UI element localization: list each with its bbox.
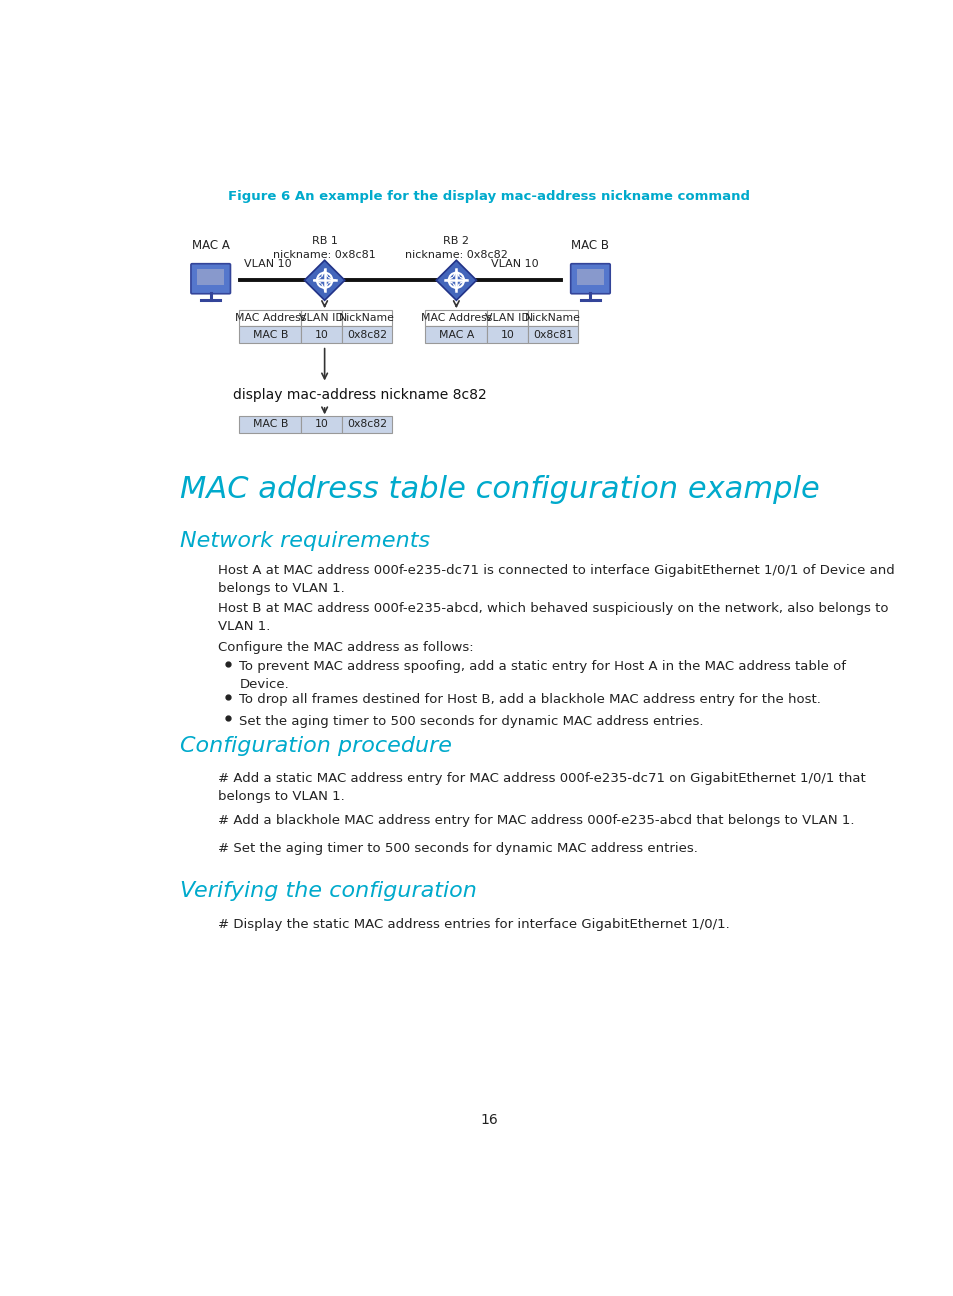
Text: MAC address table configuration example: MAC address table configuration example — [179, 476, 819, 504]
Text: Set the aging timer to 500 seconds for dynamic MAC address entries.: Set the aging timer to 500 seconds for d… — [239, 714, 703, 727]
Bar — [341, 416, 392, 433]
Text: MAC A: MAC A — [438, 330, 474, 340]
Text: 10: 10 — [500, 330, 514, 340]
Bar — [425, 310, 487, 327]
FancyBboxPatch shape — [570, 263, 610, 294]
Text: 0x8c81: 0x8c81 — [533, 330, 572, 340]
Text: # Display the static MAC address entries for interface GigabitEthernet 1/0/1.: # Display the static MAC address entries… — [218, 918, 729, 931]
Text: Configuration procedure: Configuration procedure — [179, 736, 451, 756]
Text: 0x8c82: 0x8c82 — [347, 330, 387, 340]
Text: 10: 10 — [314, 419, 328, 429]
Text: To drop all frames destined for Host B, add a blackhole MAC address entry for th: To drop all frames destined for Host B, … — [239, 693, 821, 706]
Text: VLAN 10: VLAN 10 — [244, 259, 292, 270]
Bar — [487, 327, 527, 343]
Text: MAC B: MAC B — [253, 330, 288, 340]
Text: NickName: NickName — [338, 314, 395, 323]
Text: RB 1
nickname: 0x8c81: RB 1 nickname: 0x8c81 — [273, 236, 375, 259]
Bar — [425, 327, 487, 343]
Bar — [577, 270, 603, 285]
Bar — [239, 416, 301, 433]
Bar — [239, 327, 301, 343]
Text: # Add a static MAC address entry for MAC address 000f-e235-dc71 on GigabitEthern: # Add a static MAC address entry for MAC… — [218, 771, 865, 802]
Bar — [487, 310, 527, 327]
Text: MAC Address: MAC Address — [234, 314, 306, 323]
Text: VLAN ID: VLAN ID — [299, 314, 343, 323]
Text: 16: 16 — [479, 1113, 497, 1128]
Text: Figure 6 An example for the display mac-address nickname command: Figure 6 An example for the display mac-… — [228, 191, 749, 203]
Text: Configure the MAC address as follows:: Configure the MAC address as follows: — [218, 640, 474, 653]
Text: MAC A: MAC A — [192, 238, 230, 251]
FancyBboxPatch shape — [191, 263, 231, 294]
Text: # Add a blackhole MAC address entry for MAC address 000f-e235-abcd that belongs : # Add a blackhole MAC address entry for … — [218, 814, 854, 827]
Bar — [527, 327, 578, 343]
Bar — [197, 270, 224, 285]
Bar — [301, 310, 341, 327]
Text: Host B at MAC address 000f-e235-abcd, which behaved suspiciously on the network,: Host B at MAC address 000f-e235-abcd, wh… — [218, 603, 888, 634]
Bar — [301, 327, 341, 343]
Bar — [341, 310, 392, 327]
Text: RB 2
nickname: 0x8c82: RB 2 nickname: 0x8c82 — [404, 236, 507, 259]
Bar — [341, 327, 392, 343]
Text: display mac-address nickname 8c82: display mac-address nickname 8c82 — [233, 388, 486, 402]
Text: VLAN 10: VLAN 10 — [490, 259, 537, 270]
Polygon shape — [304, 260, 344, 301]
Text: NickName: NickName — [524, 314, 580, 323]
Text: To prevent MAC address spoofing, add a static entry for Host A in the MAC addres: To prevent MAC address spoofing, add a s… — [239, 660, 845, 691]
Text: Network requirements: Network requirements — [179, 531, 430, 551]
Text: MAC B: MAC B — [571, 238, 609, 251]
Polygon shape — [436, 260, 476, 301]
Bar — [527, 310, 578, 327]
Bar — [301, 416, 341, 433]
Text: MAC B: MAC B — [253, 419, 288, 429]
Text: # Set the aging timer to 500 seconds for dynamic MAC address entries.: # Set the aging timer to 500 seconds for… — [218, 842, 698, 855]
Text: MAC Address: MAC Address — [420, 314, 492, 323]
Text: 10: 10 — [314, 330, 328, 340]
Text: VLAN ID: VLAN ID — [485, 314, 529, 323]
Bar — [239, 310, 301, 327]
Text: 0x8c82: 0x8c82 — [347, 419, 387, 429]
Text: Host A at MAC address 000f-e235-dc71 is connected to interface GigabitEthernet 1: Host A at MAC address 000f-e235-dc71 is … — [218, 564, 894, 595]
Text: Verifying the configuration: Verifying the configuration — [179, 881, 476, 901]
